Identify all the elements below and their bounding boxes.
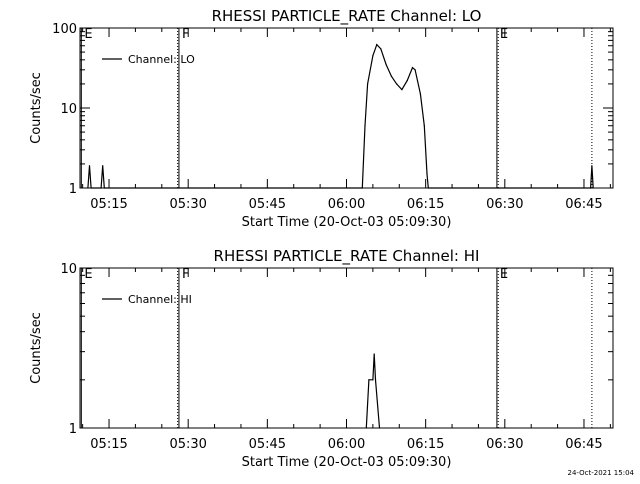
data-point [590,187,592,189]
data-point [374,379,377,381]
x-axis-label: Start Time (20-Oct-03 05:09:30) [242,455,452,470]
data-point [87,187,89,189]
event-marker-label: E [84,267,92,282]
x-tick-label: 06:30 [486,197,523,212]
data-point [365,427,367,429]
x-tick-label: 06:30 [486,437,523,452]
data-point [426,173,428,175]
legend-label: Channel: HI [128,293,192,306]
x-tick-label: 06:15 [407,437,444,452]
data-point [102,165,104,167]
x-tick-label: 05:45 [249,197,286,212]
plot-timestamp: 24-Oct-2021 15:04 [567,469,634,477]
plot-frame [79,267,614,429]
legend-label: Channel: LO [128,53,195,66]
x-tick-label: 05:45 [249,437,286,452]
x-tick-label: 06:45 [565,197,602,212]
x-tick-label: 05:15 [90,437,127,452]
x-tick-label: 06:00 [328,197,365,212]
series-line [365,353,381,429]
data-point [385,63,387,66]
data-point [419,93,421,95]
y-tick-label: 10 [60,262,77,277]
data-point [367,83,369,85]
y-tick-label: 10 [60,102,77,117]
event-marker-label: E [500,267,508,282]
data-point [376,44,378,46]
data-point [401,89,403,91]
data-point [372,55,374,57]
data-point [406,80,408,82]
data-point [90,187,92,189]
y-tick-label: 100 [52,22,77,37]
data-point [411,67,414,69]
y-axis-label: Counts/sec [29,312,44,384]
data-point [396,83,398,85]
data-point [364,125,366,127]
data-point [378,427,381,429]
data-point [100,187,102,189]
x-tick-label: 06:45 [565,437,602,452]
x-tick-label: 05:30 [169,197,206,212]
data-point [390,75,392,77]
y-axis-label: Counts/sec [29,72,44,144]
x-tick-label: 06:00 [328,437,365,452]
data-point [414,69,416,71]
series-line [87,43,594,189]
data-point [103,187,105,189]
event-marker-label: F [182,267,189,282]
data-point [427,187,429,189]
data-point [373,353,375,355]
data-point [368,379,370,381]
data-point [372,379,374,381]
x-tick-label: 05:30 [169,437,206,452]
event-marker-label: E [500,27,508,42]
data-point [88,165,91,167]
data-point [380,48,382,50]
chart-title: RHESSI PARTICLE_RATE Channel: LO [212,7,482,26]
plot-frame [79,27,614,189]
data-point [361,187,363,189]
event-marker-label: E [84,27,92,42]
data-point [591,165,593,167]
y-tick-label: 1 [69,182,77,197]
data-point [592,187,594,189]
chart-title: RHESSI PARTICLE_RATE Channel: HI [214,247,480,266]
event-marker-label: F [182,27,189,42]
x-axis-label: Start Time (20-Oct-03 05:09:30) [242,215,452,230]
y-tick-label: 1 [69,422,77,437]
x-tick-label: 05:15 [90,197,127,212]
x-tick-label: 06:15 [407,197,444,212]
data-point [423,125,425,127]
